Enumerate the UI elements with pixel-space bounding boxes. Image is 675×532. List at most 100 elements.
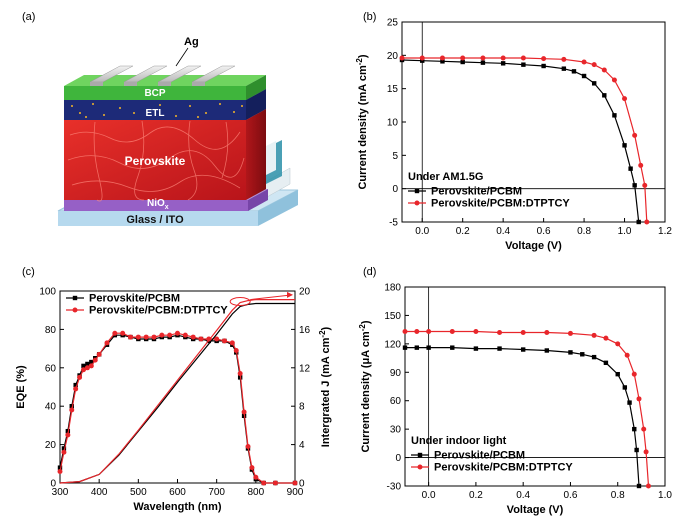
data-point: [135, 334, 141, 340]
x-tick-label: 900: [287, 487, 304, 498]
data-point: [85, 361, 90, 367]
y2-tick-label: 8: [299, 402, 305, 413]
data-point: [96, 351, 102, 357]
y2-tick-label: 12: [299, 363, 311, 374]
data-point: [77, 374, 83, 380]
y2-tick-label: 20: [299, 287, 311, 298]
data-point: [237, 371, 243, 377]
y-axis-label-end: ): [360, 320, 372, 324]
perovskite-label: Perovskite: [125, 154, 186, 168]
legend-label: Perovskite/PCBM:DTPTCY: [434, 462, 573, 474]
ag-finger: [89, 65, 134, 86]
data-point: [460, 59, 465, 65]
x-tick-label: 1.0: [618, 226, 632, 237]
y-tick-label: 60: [390, 396, 402, 407]
panel-b-label: (b): [363, 11, 376, 23]
legend-label: Perovskite/PCBM:DTPTCY: [431, 198, 570, 210]
data-point: [65, 432, 71, 438]
data-point: [81, 363, 86, 369]
data-point: [631, 371, 637, 377]
x-tick-label: 1.2: [658, 226, 672, 237]
legend-marker: [414, 200, 420, 206]
y-tick-label: 10: [387, 118, 399, 129]
data-point: [642, 182, 648, 188]
legend-entry: Perovskite/PCBM:DTPTCY: [411, 462, 573, 474]
nio-label: NiOx: [147, 198, 169, 211]
data-point: [520, 55, 526, 61]
data-point: [92, 357, 98, 363]
data-point: [544, 329, 550, 335]
y-axis-label-sup: -2: [355, 58, 364, 66]
y-tick-label: 150: [384, 311, 401, 322]
x-tick-label: 400: [91, 487, 108, 498]
legend-entry: Perovskite/PCBM:DTPTCY: [408, 198, 570, 210]
data-point: [420, 58, 425, 63]
panel-c: (c) 300 400 500 600 700 800 900020406080100048…: [15, 266, 332, 513]
data-point: [473, 346, 479, 351]
data-point: [89, 359, 94, 365]
data-point: [571, 69, 577, 74]
data-point: [581, 59, 587, 65]
data-point: [603, 360, 609, 366]
x-tick-label: 0.2: [456, 226, 470, 237]
data-point: [632, 183, 637, 188]
x-axis-label: Voltage (V): [505, 240, 562, 252]
data-point: [603, 335, 609, 341]
chart-annotation: Under AM1.5G: [408, 171, 483, 183]
data-point: [591, 62, 597, 68]
data-point: [541, 56, 547, 62]
series-line: [59, 299, 295, 484]
y-tick-label: 0: [50, 479, 56, 490]
data-point: [581, 73, 587, 79]
data-point: [261, 480, 267, 486]
data-point: [641, 426, 647, 432]
integrated-j-arrow: [250, 294, 293, 301]
data-point: [611, 77, 617, 83]
data-point: [253, 474, 259, 480]
data-point: [480, 55, 486, 61]
panel-b: (b) 0.0 0.2 0.4 0.6 0.8 1.0 1.2 -5 0 5 10 15 20 25 Vol…: [355, 11, 672, 252]
data-point: [568, 350, 573, 355]
data-point: [214, 336, 220, 342]
data-point: [104, 340, 110, 346]
y-axis-label: Current density (μA cm-2): [358, 320, 372, 452]
data-point: [81, 367, 86, 373]
data-point: [249, 465, 255, 471]
x-tick-label: 0.2: [469, 490, 483, 501]
data-point: [612, 113, 617, 118]
data-point: [497, 346, 502, 351]
y2-axis-label: Intergrated J (mA cm-2): [318, 326, 332, 447]
data-point: [591, 81, 597, 86]
y-tick-label: 100: [39, 287, 56, 298]
y-axis-label-text: EQE (%): [15, 365, 27, 409]
y2-axis-label-sup: -2: [318, 330, 327, 338]
y-axis-label-sup: -2: [358, 324, 367, 332]
data-point: [561, 66, 567, 71]
data-point: [497, 329, 503, 335]
data-point: [69, 404, 74, 409]
x-tick-label: 1.0: [658, 490, 672, 501]
glass-ito-label: Glass / ITO: [126, 214, 184, 226]
data-point: [84, 365, 90, 371]
data-point: [622, 143, 627, 148]
x-axis-label: Wavelength (nm): [133, 501, 222, 513]
data-point: [414, 345, 420, 350]
x-tick-label: 0.6: [537, 226, 551, 237]
y-tick-label: -30: [387, 482, 402, 493]
series-line: [59, 332, 295, 484]
y-axis-label: Current density (mA cm-2): [355, 54, 369, 189]
ag-electrodes: [89, 65, 236, 86]
data-point: [399, 55, 405, 61]
data-point: [602, 93, 607, 98]
legend-marker: [72, 295, 78, 301]
data-point: [439, 55, 445, 61]
data-point: [182, 332, 188, 338]
data-point: [632, 426, 637, 432]
data-point: [61, 449, 67, 455]
panel-d-label: (d): [363, 266, 376, 278]
data-point: [624, 352, 630, 358]
data-point: [643, 449, 649, 455]
data-point: [272, 480, 278, 486]
x-tick-label: 300: [52, 487, 69, 498]
plot-frame: [59, 290, 296, 484]
